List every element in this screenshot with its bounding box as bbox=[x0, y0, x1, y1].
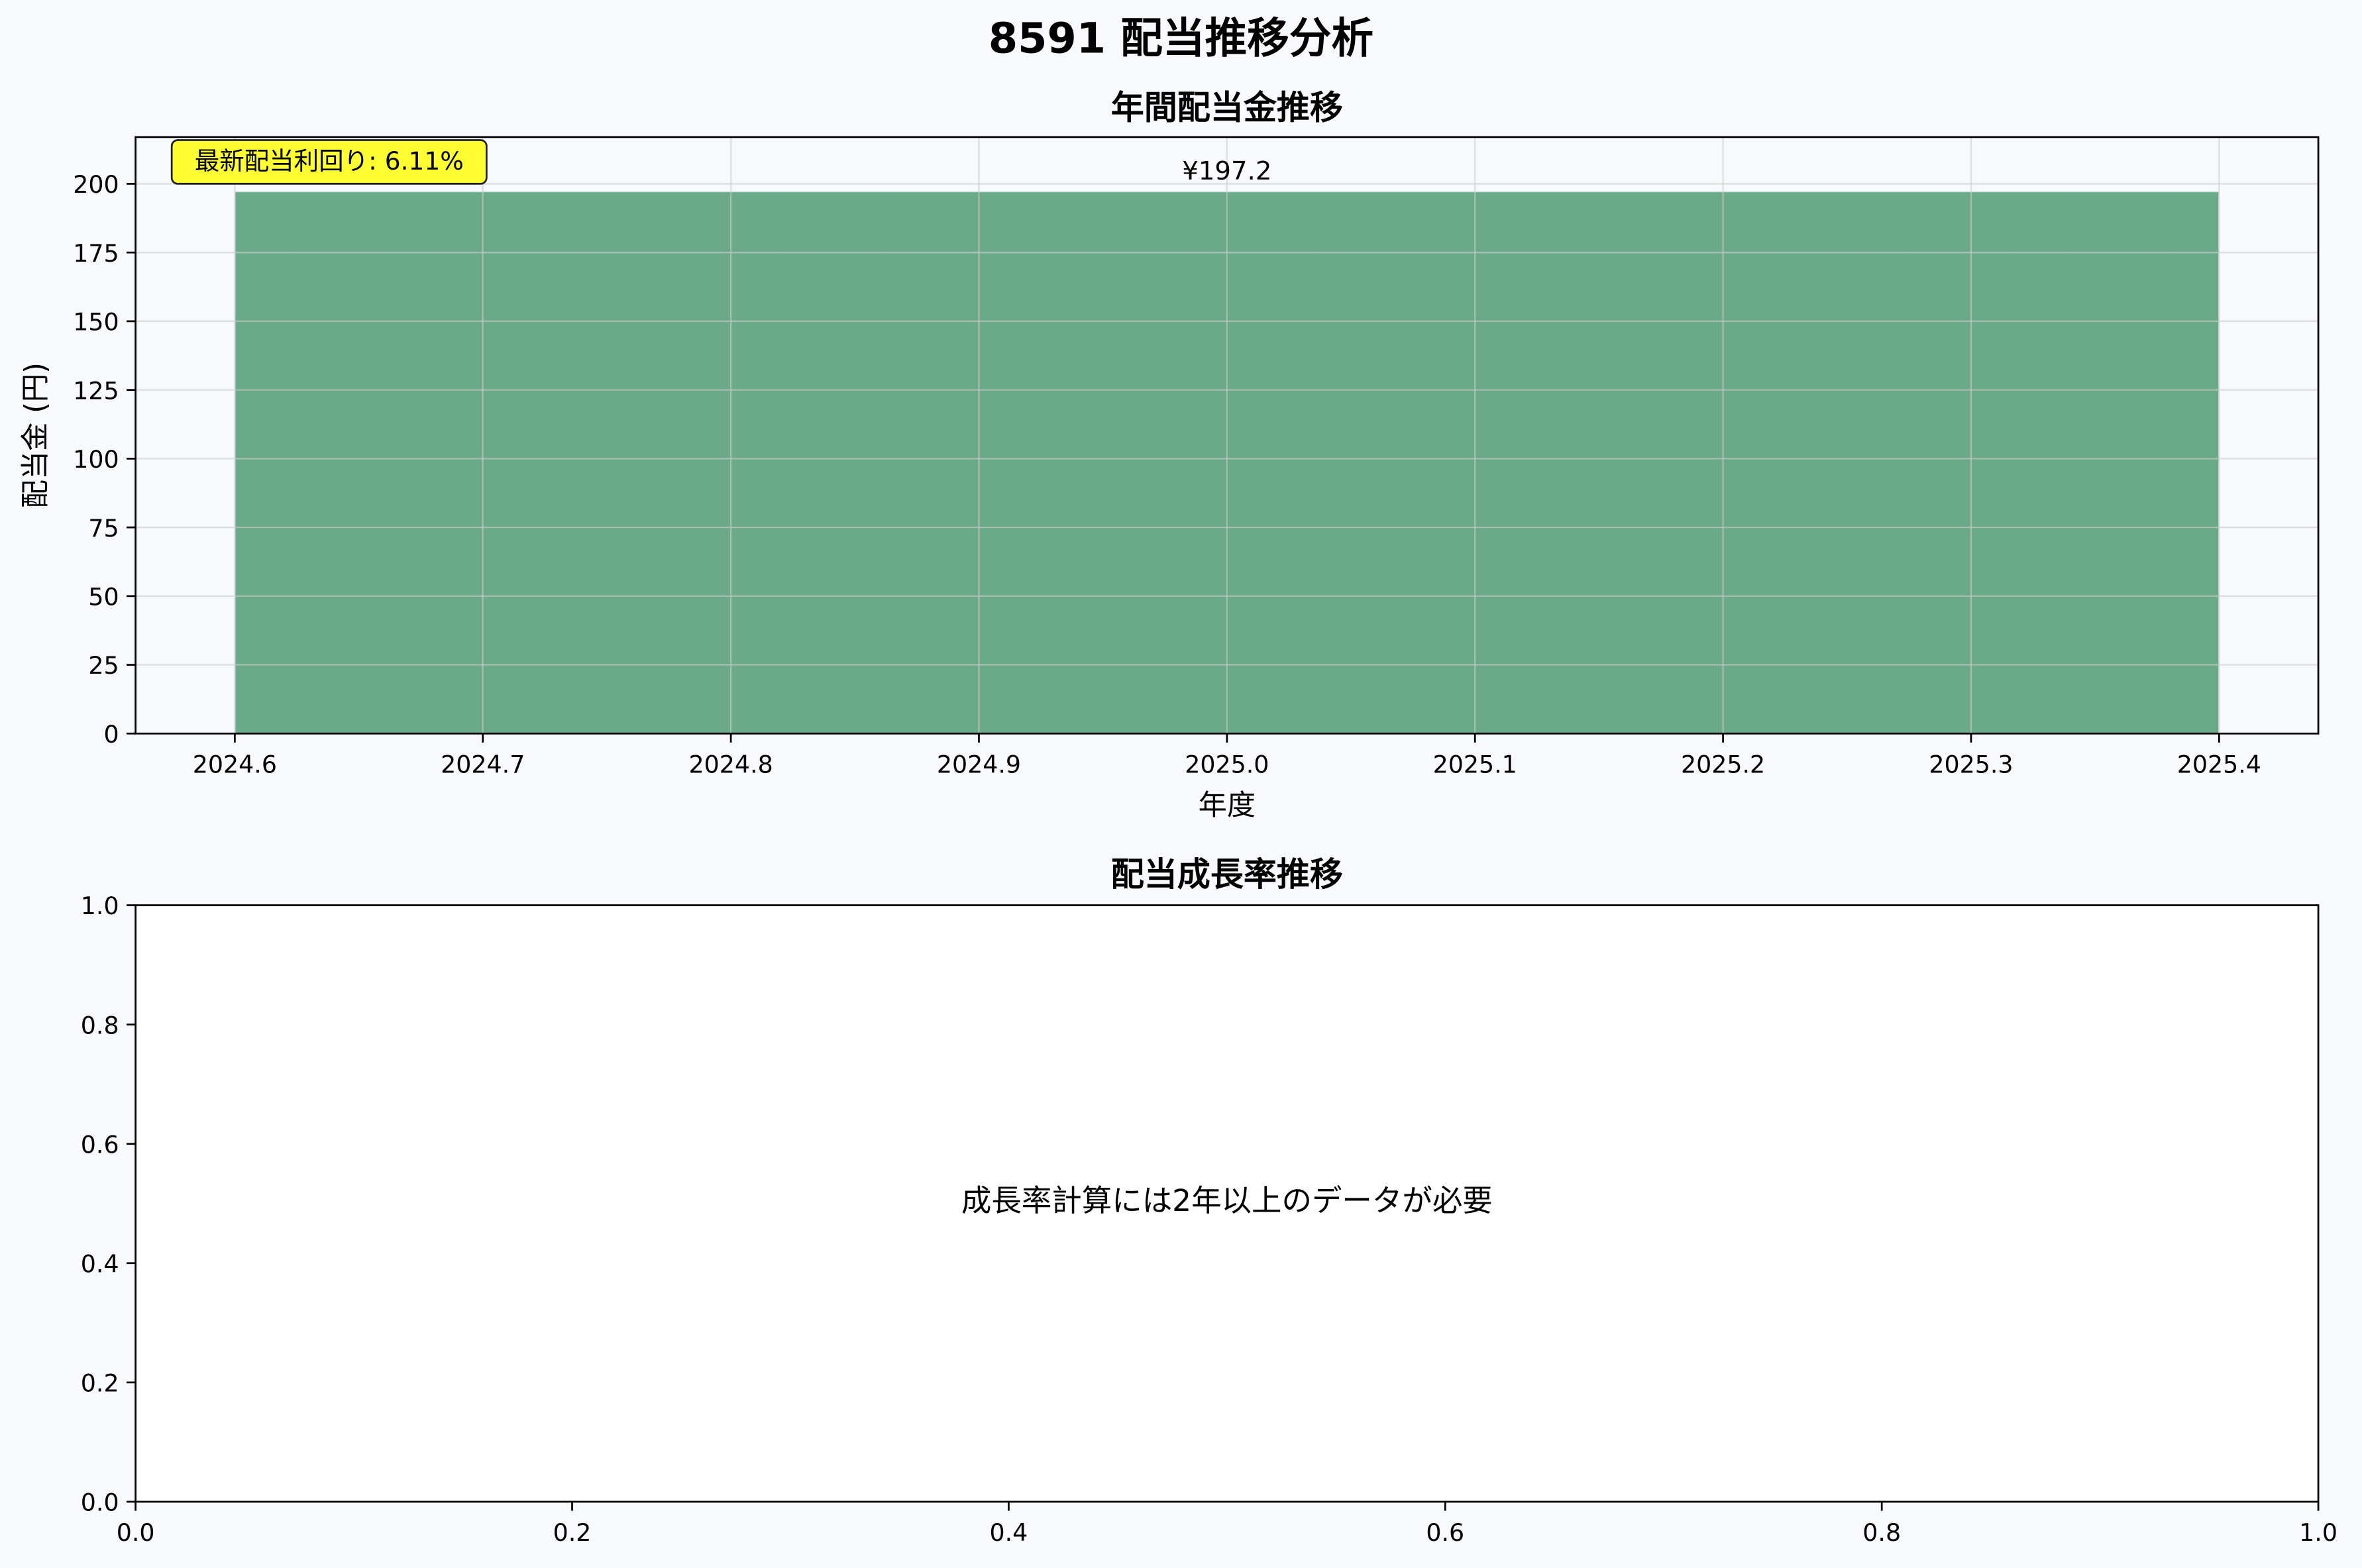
annual-dividend-x-tick-label: 2024.6 bbox=[193, 750, 277, 778]
annual-dividend-x-tick-label: 2025.0 bbox=[1185, 750, 1269, 778]
annual-dividend-title: 年間配当金推移 bbox=[1111, 89, 1343, 127]
annual-dividend-y-tick-label: 150 bbox=[73, 308, 119, 337]
dividend-growth-x-tick-label: 1.0 bbox=[2299, 1518, 2337, 1547]
annual-dividend-x-tick-label: 2024.8 bbox=[688, 750, 773, 778]
annual-dividend-x-ticks: 2024.6 2024.7 2024.8 2024.9 2025.0 2025.1 2025… bbox=[193, 733, 2261, 778]
annual-dividend-x-tick-label: 2025.4 bbox=[2177, 750, 2261, 778]
figure-suptitle: 8591 配当推移分析 bbox=[989, 15, 1373, 64]
annual-dividend-y-tick-label: 200 bbox=[73, 170, 119, 199]
annual-dividend-y-tick-label: 25 bbox=[88, 651, 119, 680]
annual-dividend-y-tick-label: 100 bbox=[73, 445, 119, 474]
dividend-growth-title: 配当成長率推移 bbox=[1111, 855, 1343, 894]
annual-dividend-x-tick-label: 2025.3 bbox=[1929, 750, 2013, 778]
annual-dividend-y-ticks: 0 25 50 75 100 125 150 175 200 bbox=[73, 170, 136, 749]
dividend-growth-y-tick-label: 0.2 bbox=[81, 1369, 119, 1398]
dividend-growth-y-tick-label: 0.4 bbox=[81, 1249, 119, 1278]
annual-dividend-x-tick-label: 2024.7 bbox=[441, 750, 525, 778]
annual-dividend-y-tick-label: 0 bbox=[103, 720, 119, 749]
annual-dividend-y-tick-label: 75 bbox=[88, 514, 119, 543]
annual-dividend-x-label: 年度 bbox=[1199, 789, 1256, 822]
dividend-growth-y-tick-label: 1.0 bbox=[81, 892, 119, 920]
dividend-yield-annotation-box bbox=[170, 139, 488, 185]
annual-dividend-y-tick-label: 175 bbox=[73, 239, 119, 268]
annual-dividend-x-tick-label: 2025.2 bbox=[1681, 750, 1765, 778]
dividend-growth-x-tick-label: 0.8 bbox=[1862, 1518, 1901, 1547]
bar-value-label: ¥197.2 bbox=[1182, 156, 1271, 186]
annual-dividend-chart: 年間配当金推移 2024.6 2024.7 2024.8 2024.9 2025.0 20… bbox=[19, 89, 2320, 822]
dividend-growth-x-tick-label: 0.0 bbox=[117, 1518, 155, 1547]
dividend-growth-x-tick-label: 0.6 bbox=[1426, 1518, 1464, 1547]
annual-dividend-y-tick-label: 50 bbox=[88, 583, 119, 611]
dividend-yield-annotation: 最新配当利回り: 6.11% bbox=[170, 139, 488, 185]
dividend-growth-y-tick-label: 0.6 bbox=[81, 1130, 119, 1159]
annual-dividend-y-tick-label: 125 bbox=[73, 376, 119, 405]
insufficient-data-message: 成長率計算には2年以上のデータが必要 bbox=[961, 1183, 1493, 1218]
dividend-growth-y-ticks: 0.0 0.2 0.4 0.6 0.8 1.0 bbox=[81, 892, 136, 1517]
dividend-growth-y-tick-label: 0.0 bbox=[81, 1489, 119, 1517]
dividend-growth-plot-area bbox=[135, 905, 2319, 1502]
annual-dividend-y-label: 配当金 (円) bbox=[19, 362, 52, 508]
dividend-growth-x-ticks: 0.0 0.2 0.4 0.6 0.8 1.0 bbox=[117, 1501, 2337, 1547]
dividend-growth-x-tick-label: 0.2 bbox=[553, 1518, 592, 1547]
annual-dividend-x-tick-label: 2024.9 bbox=[937, 750, 1021, 778]
dividend-yield-annotation-text: 最新配当利回り: 6.11% bbox=[195, 146, 464, 176]
dividend-growth-x-tick-label: 0.4 bbox=[989, 1518, 1028, 1547]
dividend-growth-chart: 配当成長率推移 成長率計算には2年以上のデータが必要 0.0 0.2 0.4 0.6 0… bbox=[81, 855, 2337, 1547]
dividend-growth-y-tick-label: 0.8 bbox=[81, 1011, 119, 1039]
annual-dividend-frame bbox=[134, 136, 2320, 735]
annual-dividend-x-tick-label: 2025.1 bbox=[1433, 750, 1517, 778]
dividend-growth-frame bbox=[134, 904, 2320, 1503]
annual-dividend-grid bbox=[135, 136, 2319, 735]
